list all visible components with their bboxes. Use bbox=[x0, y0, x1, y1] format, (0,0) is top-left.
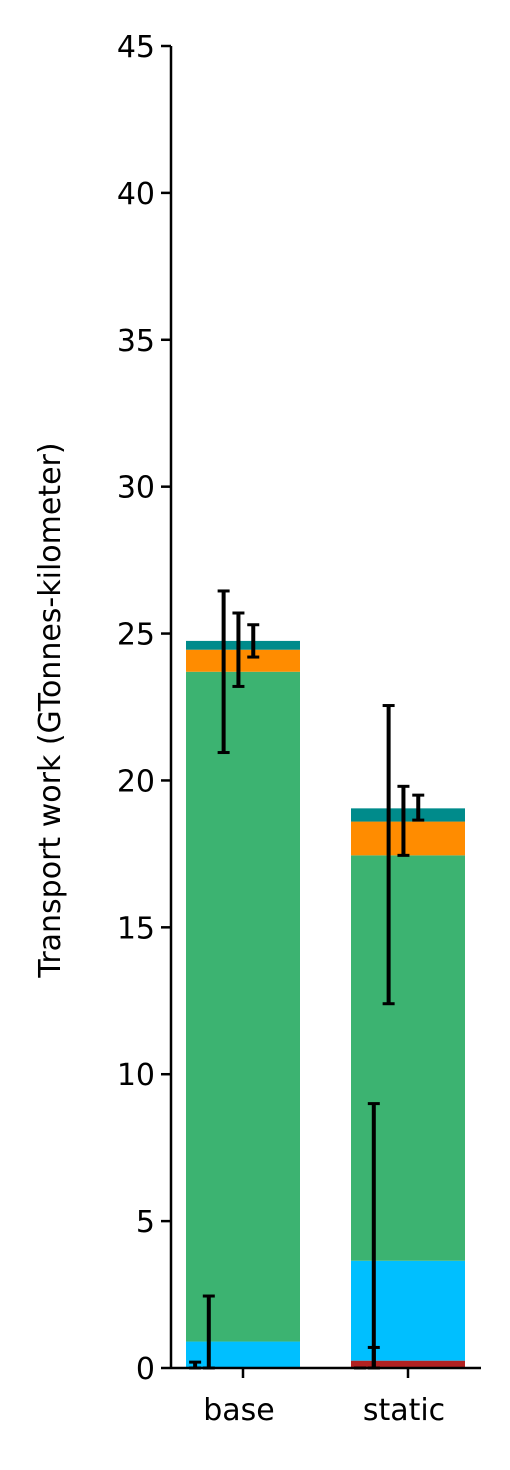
x-tick-label-base: base bbox=[203, 1393, 275, 1428]
error-bar-base-4 bbox=[247, 623, 260, 659]
y-tick-label-10: 10 bbox=[117, 1058, 155, 1093]
bar-segment-base-1 bbox=[186, 1341, 300, 1368]
bar-segment-base-2 bbox=[186, 671, 300, 1342]
y-tick-label-15: 15 bbox=[117, 911, 155, 946]
error-bar-base-2 bbox=[217, 589, 230, 755]
y-tick-label-40: 40 bbox=[117, 177, 155, 212]
bar-segment-static-1 bbox=[351, 1260, 465, 1361]
bar-segment-static-2 bbox=[351, 855, 465, 1261]
bar-segment-static-0 bbox=[351, 1360, 465, 1368]
error-bar-static-10 bbox=[412, 793, 425, 822]
x-tick-label-static: static bbox=[363, 1393, 445, 1428]
bar-segment-base-4 bbox=[186, 640, 300, 650]
bar-segment-base-3 bbox=[186, 649, 300, 672]
y-axis-label: Transport work (GTonnes-kilometer) bbox=[33, 442, 68, 978]
y-tick-label-45: 45 bbox=[117, 30, 155, 65]
error-bar-base-3 bbox=[232, 611, 245, 688]
bar-segment-static-4 bbox=[351, 808, 465, 822]
error-bar-static-8 bbox=[382, 704, 395, 1006]
y-tick-label-25: 25 bbox=[117, 618, 155, 653]
error-bar-static-9 bbox=[397, 784, 410, 857]
bars-layer bbox=[186, 640, 465, 1368]
bar-segment-static-3 bbox=[351, 821, 465, 856]
y-tick-label-0: 0 bbox=[136, 1352, 155, 1387]
y-tick-label-30: 30 bbox=[117, 471, 155, 506]
axes-layer: 0 5 10 15 20 25 30 35 40 45 base static bbox=[117, 30, 481, 1428]
y-tick-label-35: 35 bbox=[117, 324, 155, 359]
y-tick-label-20: 20 bbox=[117, 764, 155, 799]
y-tick-label-5: 5 bbox=[136, 1205, 155, 1240]
